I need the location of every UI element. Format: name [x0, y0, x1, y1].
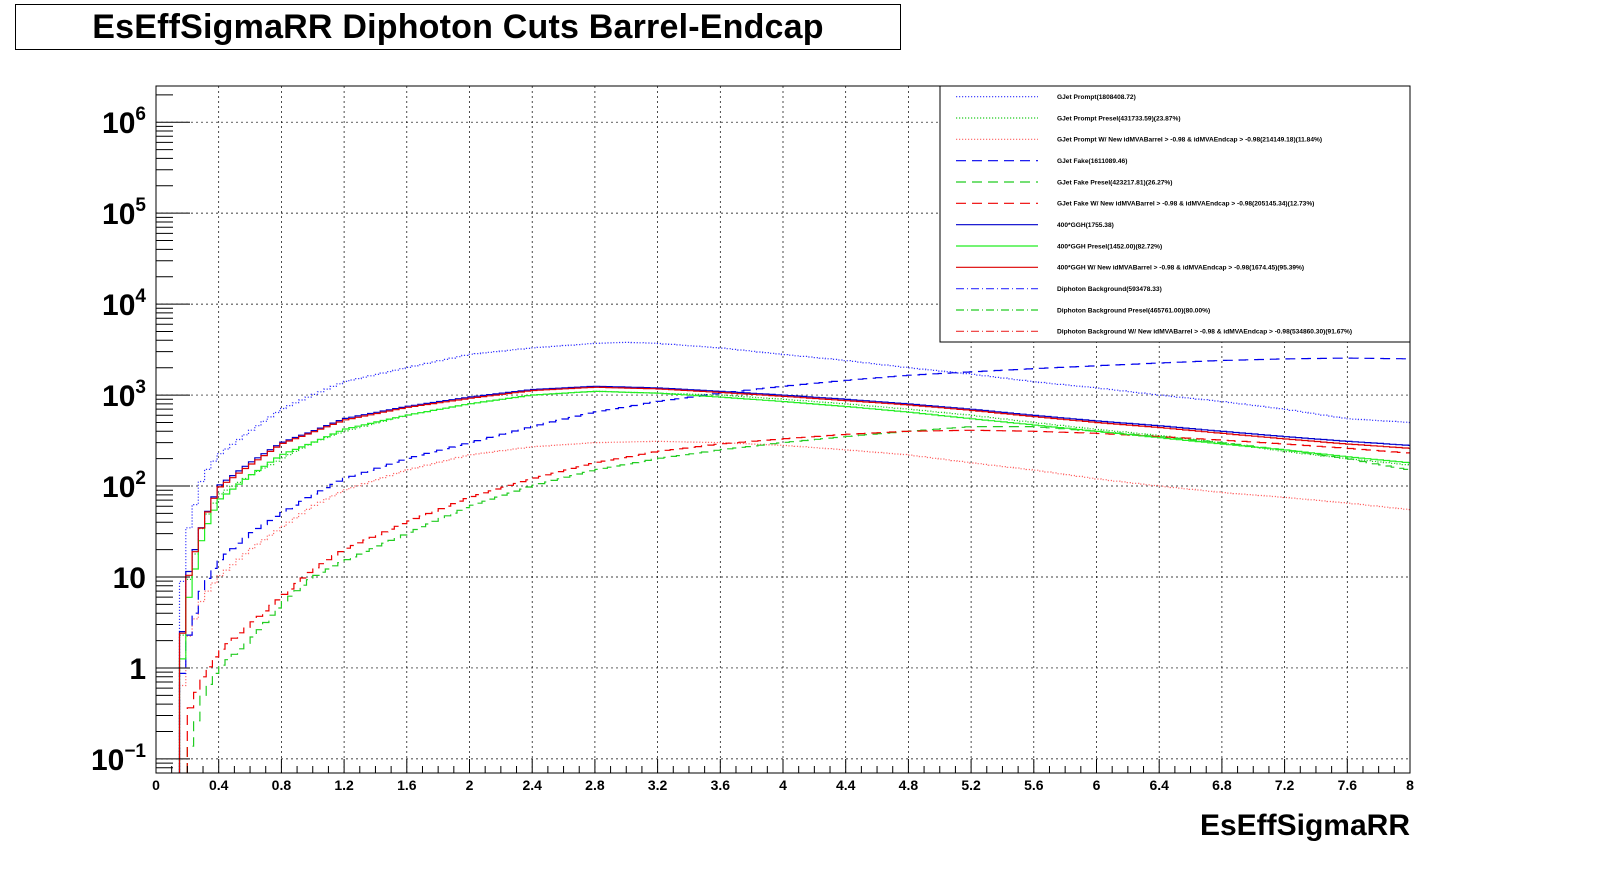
- legend-entry: 400*GGH W/ New idMVABarrel > -0.98 & idM…: [1057, 265, 1304, 272]
- y-tick-label: 104: [102, 286, 146, 322]
- x-tick-label: 1.6: [397, 777, 417, 793]
- y-tick-label: 102: [102, 468, 146, 504]
- x-tick-label: 6: [1093, 777, 1101, 793]
- legend-entry: GJet Prompt(1808408.72): [1057, 94, 1136, 101]
- series-line: [178, 390, 1410, 773]
- series-line: [178, 386, 1410, 773]
- x-tick-label: 0: [152, 777, 160, 793]
- x-tick-label: 8: [1406, 777, 1414, 793]
- x-tick-label: 5.6: [1024, 777, 1044, 793]
- series-line: [178, 357, 1410, 773]
- y-tick-label: 103: [102, 377, 146, 413]
- legend-entry: GJet Fake(1611089.46): [1057, 158, 1127, 165]
- y-tick-label: 10: [113, 562, 146, 595]
- x-tick-label: 0.8: [272, 777, 292, 793]
- chart-title: EsEffSigmaRR Diphoton Cuts Barrel-Endcap: [92, 7, 824, 46]
- series-line: [186, 426, 1410, 773]
- chart-title-box: EsEffSigmaRR Diphoton Cuts Barrel-Endcap: [15, 4, 901, 50]
- legend-box: [939, 85, 1411, 343]
- series-line: [178, 341, 1410, 773]
- legend-entry: Diphoton Background Presel(465761.00)(80…: [1057, 307, 1210, 314]
- x-tick-label: 5.2: [961, 777, 981, 793]
- series-layer: [178, 341, 1410, 773]
- x-tick-label: 3.2: [648, 777, 668, 793]
- series-line: [186, 429, 1410, 773]
- y-tick-label: 106: [102, 104, 146, 140]
- legend-entry: Diphoton Background W/ New idMVABarrel >…: [1057, 329, 1352, 336]
- series-line: [178, 440, 1410, 773]
- x-tick-label: 1.2: [334, 777, 354, 793]
- y-tick-label: 105: [102, 195, 146, 231]
- y-tick-label: 10−1: [91, 741, 146, 777]
- x-axis-title: EsEffSigmaRR: [1200, 809, 1410, 842]
- x-tick-label: 4: [779, 777, 787, 793]
- legend-entry: 400*GGH Presel(1452.00)(82.72%): [1057, 243, 1162, 250]
- legend-entry: GJet Prompt Presel(431733.59)(23.87%): [1057, 115, 1181, 122]
- x-tick-label: 6.8: [1212, 777, 1232, 793]
- x-tick-label: 2.4: [522, 777, 542, 793]
- legend-entry: 400*GGH(1755.38): [1057, 222, 1114, 229]
- legend-entry: GJet Prompt W/ New idMVABarrel > -0.98 &…: [1057, 137, 1322, 144]
- series-line: [178, 390, 1410, 773]
- legend-entry: Diphoton Background(593478.33): [1057, 286, 1162, 293]
- x-tick-label: 2: [466, 777, 474, 793]
- legend: GJet Prompt(1808408.72) GJet Prompt Prese…: [939, 85, 1411, 343]
- x-tick-label: 0.4: [209, 777, 229, 793]
- x-tick-label: 7.2: [1275, 777, 1295, 793]
- legend-entry: GJet Fake W/ New idMVABarrel > -0.98 & i…: [1057, 201, 1314, 208]
- legend-entry: GJet Fake Presel(423217.81)(26.27%): [1057, 179, 1172, 186]
- x-tick-label: 2.8: [585, 777, 605, 793]
- y-tick-label: 1: [129, 653, 146, 686]
- x-tick-label: 3.6: [711, 777, 731, 793]
- series-line: [178, 385, 1410, 773]
- axes: 0 0.4 0.8 1.2 1.6 2 2.4 2.8 3.2 3.6 4 4.4 4.8 5.2 5.6 6…: [91, 94, 1414, 793]
- x-tick-label: 6.4: [1149, 777, 1169, 793]
- x-tick-label: 7.6: [1338, 777, 1358, 793]
- x-tick-label: 4.4: [836, 777, 856, 793]
- x-tick-label: 4.8: [899, 777, 919, 793]
